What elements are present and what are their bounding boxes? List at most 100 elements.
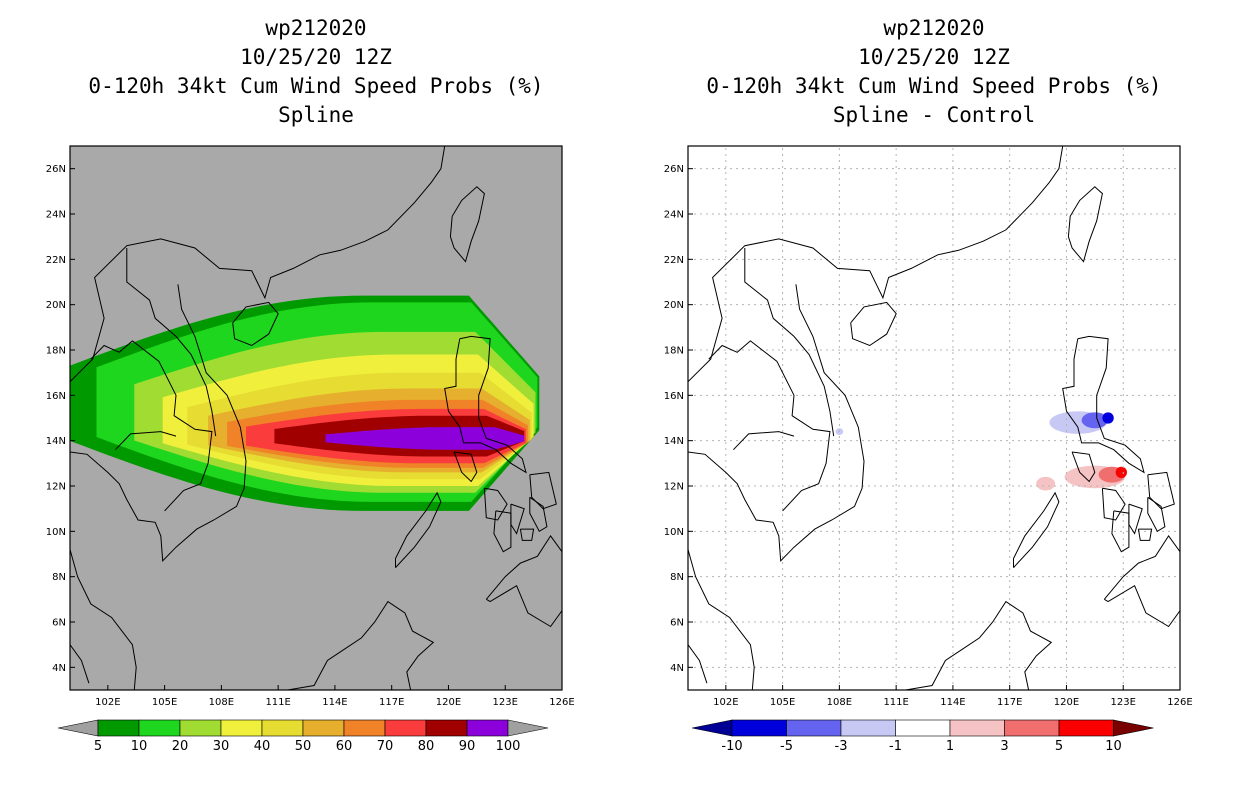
left-xtick-label: 114E [322, 697, 347, 708]
right-xtick-label: 105E [770, 697, 795, 708]
right-plot-area [688, 146, 1180, 690]
right-xtick-label: 126E [1167, 697, 1192, 708]
right-coastline-cebu [1128, 503, 1143, 535]
left-coastline-palawan [395, 491, 442, 568]
right-ytick-label: 6N [670, 618, 684, 629]
right-colorbar-box [1058, 719, 1114, 737]
right-xtick-label: 102E [713, 697, 738, 708]
right-anomaly-5 [1036, 476, 1056, 491]
right-coastline-luzon [1062, 335, 1145, 474]
left-ytick-label: 4N [52, 663, 66, 674]
right-colorbar-label: 5 [1055, 739, 1063, 754]
right-ytick-label: 24N [664, 210, 684, 221]
right-anomaly-7 [1115, 466, 1128, 479]
right-coastline-palawan [1013, 491, 1060, 568]
left-coastline-leyte [529, 496, 548, 532]
left-coastline-luzon [444, 335, 527, 474]
right-colorbar-label: 3 [1000, 739, 1008, 754]
right-date: 10/25/20 12Z [858, 45, 1010, 69]
right-colorbar-label: -5 [780, 739, 793, 754]
right-plot-frame [687, 145, 1181, 691]
right-coastline-bohol [1137, 528, 1153, 541]
right-coastline-viet_coast [688, 284, 865, 562]
left-plot-area [70, 146, 562, 690]
left-colorbar-box [261, 719, 304, 737]
right-ytick-label: 12N [664, 482, 684, 493]
right-coastline-sumatra [688, 644, 708, 684]
right-colorbar-box [949, 719, 1005, 737]
right-ytick-label: 14N [664, 436, 684, 447]
left-colorbar-label: 10 [131, 739, 148, 754]
left-date: 10/25/20 12Z [240, 45, 392, 69]
left-colorbar-label: 80 [418, 739, 435, 754]
right-coastline-malay [688, 549, 755, 690]
right-coastline-thai_cambodia [733, 431, 795, 451]
left-coastline-samar [529, 471, 557, 510]
left-colorbar: 5 10 20 30 40 50 60 70 80 90 100 [57, 719, 549, 754]
left-xtick-label: 102E [95, 697, 120, 708]
right-coastline-mindanao [1103, 535, 1180, 628]
right-colorbar-label: -1 [889, 739, 902, 754]
left-colorbar-label: 70 [377, 739, 394, 754]
right-xtick-label: 123E [1111, 697, 1136, 708]
right-ytick-label: 20N [664, 300, 684, 311]
left-colorbar-label: 100 [496, 739, 521, 754]
right-colorbar-box [1004, 719, 1060, 737]
left-coastline-mainland [70, 146, 446, 383]
right-coastline-mainland [688, 146, 1064, 383]
right-xtick-label: 117E [997, 697, 1022, 708]
left-coastline-viet_laos [126, 248, 217, 437]
left-colorbar-box [302, 719, 345, 737]
right-storm-id: wp212020 [883, 16, 985, 40]
right-anomaly-1 [1081, 412, 1109, 429]
left-xtick-label: 111E [265, 697, 290, 708]
left-coastline-mindanao [485, 535, 562, 628]
left-coastline-hainan [232, 301, 279, 347]
left-coastline-negros [493, 510, 512, 553]
left-ytick-label: 10N [46, 527, 66, 538]
left-ytick-label: 14N [46, 436, 66, 447]
left-colorbar-box [179, 719, 222, 737]
left-xtick-label: 117E [379, 697, 404, 708]
right-colorbar-label: 1 [946, 739, 954, 754]
right-coastline-taiwan [1067, 186, 1103, 263]
left-colorbar-label: 40 [254, 739, 271, 754]
left-ytick-label: 20N [46, 300, 66, 311]
left-plot-frame [69, 145, 563, 691]
right-colorbar-label: -3 [835, 739, 848, 754]
left-panel-title: wp212020 10/25/20 12Z 0-120h 34kt Cum Wi… [70, 14, 562, 130]
left-coastline-bohol [519, 528, 535, 541]
left-colorbar-box [343, 719, 386, 737]
left-colorbar-label: 50 [295, 739, 312, 754]
left-xtick-label: 123E [493, 697, 518, 708]
left-coastline-borneo [264, 600, 435, 690]
right-product: 0-120h 34kt Cum Wind Speed Probs (%) [706, 74, 1162, 98]
left-coastline-mindoro [453, 451, 478, 483]
left-colorbar-label: 30 [213, 739, 230, 754]
right-coastline-laos_border [708, 340, 831, 512]
right-colorbar-box [786, 719, 842, 737]
right-colorbar-over-arrow [1113, 719, 1154, 737]
right-colorbar-under-arrow [691, 719, 733, 737]
right-colorbar-label: -10 [721, 739, 742, 754]
right-ytick-label: 26N [664, 164, 684, 175]
left-xtick-label: 105E [152, 697, 177, 708]
right-xtick-label: 120E [1054, 697, 1079, 708]
right-ytick-label: 8N [670, 572, 684, 583]
right-map-panel: 102E 105E 108E 111E 114E 117E 120E 123E 126E 26N 2… [664, 145, 1193, 708]
left-contour-90 [325, 427, 525, 450]
right-coastline-samar [1147, 471, 1175, 510]
left-ytick-label: 8N [52, 572, 66, 583]
right-colorbar: -10 -5 -3 -1 1 3 5 10 [691, 719, 1154, 754]
right-ytick-label: 4N [670, 663, 684, 674]
left-storm-id: wp212020 [265, 16, 367, 40]
right-xtick-label: 111E [883, 697, 908, 708]
right-ytick-label: 22N [664, 255, 684, 266]
left-colorbar-box [220, 719, 263, 737]
left-colorbar-under-arrow [57, 719, 99, 737]
left-coastline-malay [70, 549, 137, 690]
right-ytick-label: 10N [664, 527, 684, 538]
left-xtick-label: 108E [209, 697, 234, 708]
left-xtick-label: 120E [436, 697, 461, 708]
left-coastline-thai_cambodia [115, 431, 177, 451]
